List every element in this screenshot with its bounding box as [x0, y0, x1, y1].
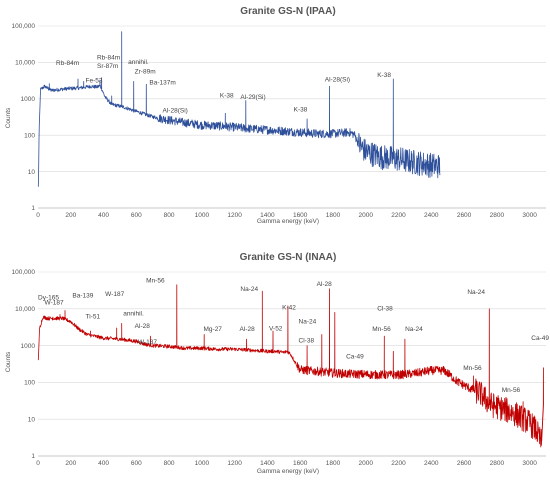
peak-annotation-label: Al-29(Si): [240, 94, 265, 101]
peak-annotation-label: K-38: [377, 72, 391, 79]
x-tick-label: 400: [98, 212, 109, 219]
peak-annotation-label: W-187: [105, 291, 124, 298]
y-tick-label: 10: [28, 416, 36, 423]
peak-annotation-label: Ti-51: [86, 313, 101, 320]
x-tick-label: 1800: [326, 460, 341, 467]
chart-title: Granite GS-N (INAA): [240, 252, 337, 263]
peak-annotation-label: Na-24: [240, 286, 258, 293]
x-tick-label: 1800: [326, 212, 341, 219]
peak-annotation-label: Rb-84m: [97, 55, 120, 62]
spectrum-series-line: [37, 284, 544, 448]
peak-annotation-label: Al-28(Si): [163, 108, 188, 115]
x-tick-label: 600: [131, 212, 142, 219]
peak-annotation-label: Mn-56: [502, 387, 521, 394]
peak-annotation-label: K-42: [282, 305, 296, 312]
x-tick-label: 2200: [391, 460, 406, 467]
x-tick-label: 2800: [490, 212, 505, 219]
y-tick-label: 1000: [21, 96, 36, 103]
peak-annotation-label: annihil.: [128, 59, 149, 66]
x-tick-label: 0: [36, 460, 40, 467]
peak-annotation-label: Mg-27: [204, 326, 223, 333]
x-tick-label: 200: [65, 460, 76, 467]
peak-annotation-label: Ca-49: [531, 335, 549, 342]
x-tick-label: 800: [164, 460, 175, 467]
x-tick-label: 1200: [227, 460, 242, 467]
peak-annotation-label: Al-28: [240, 326, 256, 333]
x-tick-label: 2600: [457, 212, 472, 219]
x-tick-label: 2800: [490, 460, 505, 467]
y-tick-label: 10: [28, 169, 36, 176]
x-tick-label: 0: [36, 212, 40, 219]
peak-annotation-label: Fe-53: [86, 78, 103, 85]
x-tick-label: 1600: [293, 460, 308, 467]
y-tick-label: 1: [31, 453, 35, 460]
y-axis-title: Counts: [5, 351, 12, 372]
x-tick-label: 2400: [424, 212, 439, 219]
y-tick-label: 100: [24, 132, 35, 139]
x-tick-label: 2400: [424, 460, 439, 467]
peak-annotation-label: Rb-84m: [56, 60, 79, 67]
peak-annotation-label: Ca-49: [346, 353, 364, 360]
peak-annotation-label: Cl-38: [299, 338, 315, 345]
peak-annotation-label: K-38: [220, 92, 234, 99]
x-tick-label: 200: [65, 212, 76, 219]
x-tick-label: 400: [98, 460, 109, 467]
peak-annotation-label: Ba-139: [72, 293, 93, 300]
peak-annotation-label: Mn-56: [463, 365, 482, 372]
x-axis-title: Gamma energy (keV): [257, 468, 319, 475]
x-tick-label: 2600: [457, 460, 472, 467]
x-tick-label: 1000: [195, 460, 210, 467]
peak-annotation-label: Na-24: [467, 289, 485, 296]
peak-annotation-label: Ba-137m: [149, 79, 175, 86]
chart-title: Granite GS-N (IPAA): [240, 6, 335, 17]
x-tick-label: 1200: [227, 212, 242, 219]
peak-annotation-label: Mn-56: [372, 326, 391, 333]
peak-annotation-label: Al-28: [317, 281, 333, 288]
peak-annotation-label: Cl-38: [377, 305, 393, 312]
peak-annotation-label: K-38: [294, 106, 308, 113]
peak-annotation-label: Al-28: [135, 323, 151, 330]
x-axis-title: Gamma energy (keV): [257, 218, 319, 225]
peak-annotation-label: V-52: [269, 325, 283, 332]
x-tick-label: 2000: [359, 460, 374, 467]
x-tick-label: 1000: [195, 212, 210, 219]
spectrum-series-line: [37, 31, 441, 187]
y-tick-label: 10,000: [15, 60, 35, 67]
peak-annotation-label: Na-24: [299, 318, 317, 325]
x-tick-label: 600: [131, 460, 142, 467]
peak-annotation-label: W-187: [45, 300, 64, 307]
y-tick-label: 1000: [21, 343, 36, 350]
x-tick-label: 1400: [260, 460, 275, 467]
y-tick-label: 100: [24, 380, 35, 387]
peak-annotation-label: Zr-89m: [135, 68, 156, 75]
peak-annotation-label: Al-28(Si): [325, 76, 350, 83]
x-tick-label: 2000: [359, 212, 374, 219]
peak-annotation-label: Sr-87m: [97, 63, 118, 70]
x-tick-label: 800: [164, 212, 175, 219]
x-tick-label: 1400: [260, 212, 275, 219]
y-tick-label: 1: [31, 205, 35, 212]
x-tick-label: 3000: [522, 460, 537, 467]
inaa-spectrum-chart: Granite GS-N (INAA) Gamma energy (keV) C…: [5, 252, 549, 475]
x-tick-label: 2200: [391, 212, 406, 219]
y-tick-label: 100,000: [12, 269, 36, 276]
peak-annotation-label: Na-24: [405, 326, 423, 333]
peak-annotation-label: Mn-56: [146, 277, 165, 284]
peak-annotation-label: W-187: [138, 339, 157, 346]
y-axis-title: Counts: [5, 107, 12, 128]
peak-annotation-label: Dy-165: [38, 294, 59, 301]
peak-annotation-label: annihil.: [123, 311, 144, 318]
y-tick-label: 10,000: [15, 306, 35, 313]
ipaa-spectrum-chart: Granite GS-N (IPAA) Gamma energy (keV) C…: [5, 6, 546, 225]
x-tick-label: 1600: [293, 212, 308, 219]
y-tick-label: 100,000: [12, 23, 36, 30]
x-tick-label: 3000: [522, 212, 537, 219]
